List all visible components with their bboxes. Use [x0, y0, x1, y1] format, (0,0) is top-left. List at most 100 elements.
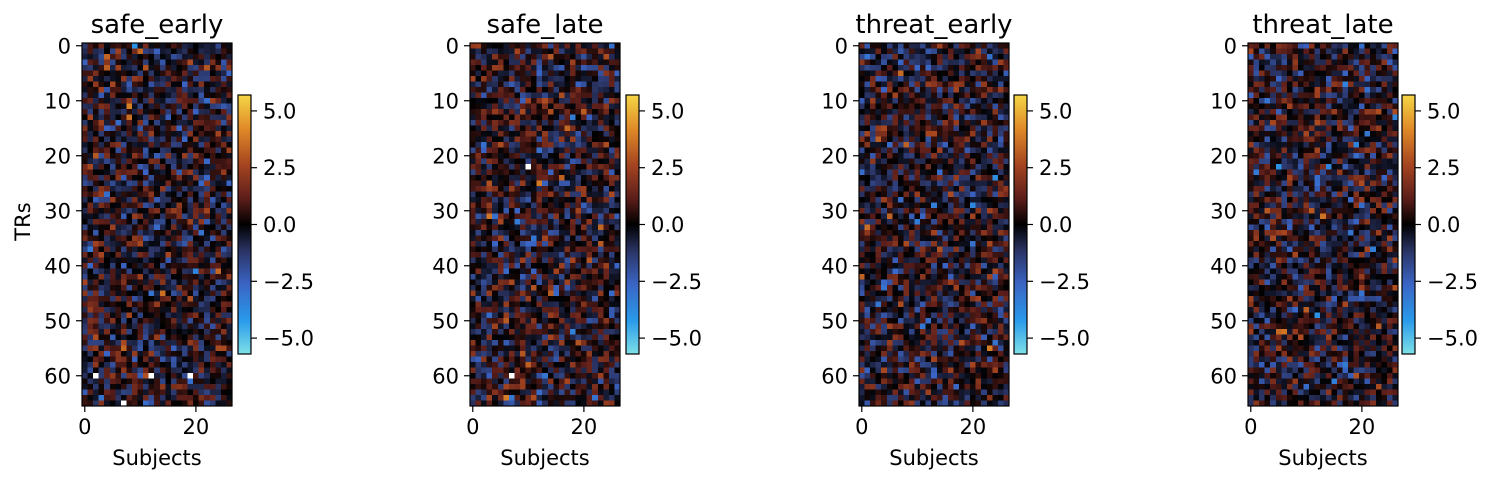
heatmap-cell [936, 136, 943, 143]
heatmap-cell [514, 191, 521, 198]
heatmap-cell [198, 208, 205, 214]
heatmap-cell [536, 241, 543, 247]
heatmap-cell [226, 373, 233, 379]
heatmap-cell [925, 290, 932, 297]
heatmap-cell [931, 169, 938, 176]
heatmap-cell [120, 318, 127, 324]
heatmap-cell [892, 274, 899, 280]
heatmap-cell [492, 92, 499, 99]
heatmap-cell [536, 180, 543, 187]
heatmap-cell [597, 312, 604, 319]
heatmap-cell [220, 169, 227, 176]
heatmap-cell [920, 334, 927, 341]
heatmap-cell [925, 252, 932, 258]
heatmap-cell [109, 362, 116, 368]
heatmap-cell [931, 340, 938, 346]
heatmap-cell [970, 147, 977, 154]
heatmap-cell [881, 70, 888, 77]
heatmap-cell [204, 147, 211, 154]
heatmap-cell [947, 109, 954, 115]
heatmap-cell [154, 213, 161, 220]
heatmap-cell [182, 142, 188, 148]
heatmap-cell [886, 378, 893, 385]
heatmap-cell [909, 125, 915, 132]
heatmap-cell [531, 323, 538, 330]
heatmap-cell [126, 257, 133, 264]
heatmap-cell [508, 158, 515, 165]
heatmap-cell [881, 98, 888, 104]
heatmap-cell [82, 65, 88, 71]
heatmap-cell [132, 125, 138, 132]
heatmap-cell [93, 290, 100, 297]
heatmap-cell [553, 164, 560, 170]
heatmap-cell [953, 263, 960, 269]
heatmap-cell [115, 400, 122, 407]
heatmap-cell [109, 158, 116, 165]
heatmap-cell [204, 373, 211, 379]
heatmap-cell [608, 230, 615, 236]
heatmap-cell [531, 158, 538, 165]
heatmap-cell [148, 191, 155, 198]
heatmap-cell [909, 318, 915, 324]
heatmap-cell [547, 186, 554, 192]
heatmap-cell [182, 180, 188, 187]
heatmap-cell [536, 202, 543, 209]
heatmap-cell [525, 191, 532, 198]
heatmap-cell [581, 175, 588, 181]
heatmap-cell [93, 340, 100, 346]
heatmap-cell [126, 384, 133, 390]
heatmap-cell [159, 235, 166, 242]
heatmap-cell [920, 98, 927, 104]
heatmap-cell [870, 230, 877, 236]
heatmap-cell [182, 263, 188, 269]
heatmap-cell [531, 131, 538, 137]
heatmap-cell [520, 367, 526, 374]
heatmap-cell [154, 323, 161, 330]
heatmap-cell [575, 153, 582, 159]
heatmap-cell [936, 191, 943, 198]
heatmap-cell [564, 147, 571, 154]
heatmap-cell [614, 158, 621, 165]
heatmap-cell [881, 285, 888, 291]
heatmap-cell [536, 329, 543, 335]
heatmap-cell [970, 103, 977, 110]
heatmap-cell [503, 290, 510, 297]
heatmap-cell [864, 59, 871, 66]
heatmap-cell [226, 125, 233, 132]
heatmap-cell [514, 153, 521, 159]
heatmap-cell [508, 241, 515, 247]
heatmap-cell [165, 307, 172, 313]
heatmap-cell [193, 252, 200, 258]
heatmap-cell [87, 351, 94, 357]
heatmap-cell [558, 389, 565, 396]
heatmap-cell [481, 230, 488, 236]
heatmap-cell [964, 208, 971, 214]
heatmap-cell [964, 98, 971, 104]
heatmap-cell [170, 142, 177, 148]
heatmap-cell [165, 65, 172, 71]
heatmap-cell [120, 202, 127, 209]
heatmap-cell [104, 180, 111, 187]
heatmap-cell [503, 208, 510, 214]
heatmap-cell [98, 301, 105, 308]
heatmap-cell [614, 351, 621, 357]
heatmap-cell [470, 131, 476, 137]
heatmap-cell [226, 246, 233, 253]
heatmap-cell [176, 120, 183, 126]
heatmap-cell [503, 323, 510, 330]
heatmap-cell [936, 65, 943, 71]
heatmap-cell [137, 54, 144, 60]
heatmap-cell [82, 323, 88, 330]
heatmap-cell [159, 114, 166, 121]
heatmap-cell [864, 367, 871, 374]
heatmap-cell [165, 378, 172, 385]
heatmap-cell [497, 70, 504, 77]
heatmap-cell [597, 65, 604, 71]
heatmap-cell [536, 103, 543, 110]
heatmap-cell [204, 312, 211, 319]
heatmap-cell [886, 318, 893, 324]
heatmap-cell [126, 136, 133, 143]
heatmap-cell [964, 65, 971, 71]
heatmap-cell [597, 158, 604, 165]
heatmap-cell [98, 323, 105, 330]
